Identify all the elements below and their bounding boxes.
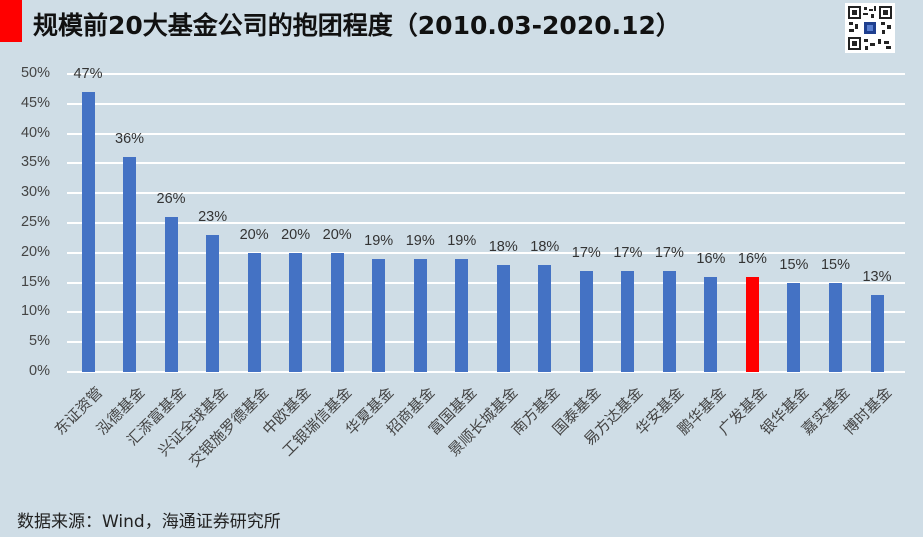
gridline [67, 133, 905, 135]
bar-value-label: 17% [571, 244, 601, 261]
bar [787, 282, 801, 372]
bar [247, 252, 261, 372]
gridline [67, 341, 905, 343]
bar [455, 258, 469, 372]
y-axis-tick-label: 5% [29, 333, 50, 349]
bar [413, 258, 427, 372]
bar-value-label: 26% [156, 191, 186, 208]
y-axis-tick-label: 10% [20, 303, 50, 319]
bar-value-label: 17% [613, 244, 643, 261]
bar [538, 264, 552, 372]
bar-value-label: 23% [198, 208, 228, 225]
qr-code-icon [845, 3, 895, 53]
bar [662, 270, 676, 372]
bar-value-label: 16% [737, 250, 767, 267]
bar [621, 270, 635, 372]
gridline [67, 311, 905, 313]
chart-title: 规模前20大基金公司的抱团程度（2010.03-2020.12） [33, 11, 681, 40]
bar [828, 282, 842, 372]
y-axis-tick-label: 35% [20, 154, 50, 170]
gridline [67, 103, 905, 105]
bar-value-label: 19% [364, 232, 394, 249]
bar-value-label: 15% [820, 256, 850, 273]
bar-value-label: 17% [654, 244, 684, 261]
bar [579, 270, 593, 372]
bar-value-label: 20% [239, 226, 269, 243]
bar-value-label: 18% [488, 238, 518, 255]
y-axis-tick-label: 45% [20, 95, 50, 111]
bar [289, 252, 303, 372]
bar [372, 258, 386, 372]
y-axis-tick-label: 20% [20, 244, 50, 260]
bar [206, 234, 220, 372]
title-accent-bar [0, 0, 22, 42]
bar [330, 252, 344, 372]
bar [496, 264, 510, 372]
gridline [67, 162, 905, 164]
bar-value-label: 20% [322, 226, 352, 243]
bar-value-label: 15% [779, 256, 809, 273]
y-axis-tick-label: 15% [20, 274, 50, 290]
bar [870, 294, 884, 372]
bar-value-label: 47% [73, 65, 103, 82]
bar-value-label: 20% [281, 226, 311, 243]
y-axis-tick-label: 25% [20, 214, 50, 230]
gridline [67, 371, 905, 373]
bar-value-label: 16% [696, 250, 726, 267]
gridline [67, 282, 905, 284]
bar-value-label: 19% [447, 232, 477, 249]
gridline [67, 222, 905, 224]
gridline [67, 73, 905, 75]
bar-value-label: 19% [405, 232, 435, 249]
gridline [67, 252, 905, 254]
y-axis-tick-label: 30% [20, 184, 50, 200]
bar [164, 217, 178, 372]
bar [123, 157, 137, 372]
bar-highlighted [745, 276, 759, 372]
bar-value-label: 18% [530, 238, 560, 255]
bar [704, 276, 718, 372]
bar-value-label: 13% [862, 268, 892, 285]
y-axis-tick-label: 0% [29, 363, 50, 379]
y-axis-tick-label: 50% [20, 65, 50, 81]
bar [81, 91, 95, 372]
y-axis-tick-label: 40% [20, 125, 50, 141]
data-source-note: 数据来源：Wind，海通证券研究所 [17, 512, 281, 532]
gridline [67, 192, 905, 194]
bar-value-label: 36% [115, 131, 145, 148]
